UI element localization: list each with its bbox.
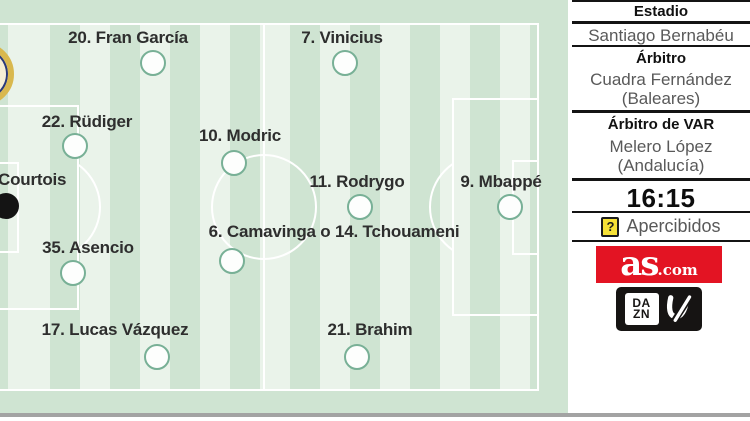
kickoff-time: 16:15: [626, 183, 696, 213]
match-info-sidebar: Estadio Santiago Bernabéu Árbitro Cuadra…: [568, 0, 750, 413]
player-label: 35. Asencio: [42, 238, 134, 257]
player-label: 22. Rüdiger: [41, 112, 133, 131]
divider: [572, 21, 750, 24]
referee-title: Árbitro: [636, 50, 686, 67]
apercibidos-row: ? Apercibidos: [572, 215, 750, 238]
apercibidos-label: Apercibidos: [626, 216, 721, 236]
dazn-logo: DA ZN: [616, 287, 702, 331]
football-pitch: 20. Fran García 7. Vinicius 22. Rüdiger …: [0, 0, 568, 413]
as-com-logo: as .com: [596, 246, 722, 283]
divider: [572, 178, 750, 181]
bottom-border: [0, 413, 750, 417]
player-label: 6. Camavinga o 14. Tchouameni: [208, 222, 460, 241]
divider: [572, 211, 750, 213]
as-logo-suffix: .com: [657, 261, 698, 279]
player-label: 10. Modric: [198, 126, 282, 145]
stadium-name: Santiago Bernabéu: [588, 26, 734, 45]
player-label: 7. Vinicius: [301, 28, 383, 47]
player-marker: [62, 133, 88, 159]
dazn-wordmark: DA ZN: [624, 293, 659, 325]
left-penalty-area: [0, 105, 79, 310]
dazn-line1: DA: [632, 296, 651, 310]
laliga-mark-icon: [666, 294, 693, 324]
player-marker: [332, 50, 358, 76]
var-referee-title: Árbitro de VAR: [607, 116, 715, 133]
divider: [572, 45, 750, 47]
player-marker: [60, 260, 86, 286]
player-marker: [144, 344, 170, 370]
center-circle: [211, 154, 317, 260]
player-marker: [219, 248, 245, 274]
player-marker: [221, 150, 247, 176]
player-label-goalkeeper: Courtois: [0, 170, 67, 189]
pitch-boundary-lines: [0, 23, 539, 391]
divider: [572, 0, 750, 2]
player-marker: [344, 344, 370, 370]
player-label: 17. Lucas Vázquez: [41, 320, 189, 339]
right-penalty-area: [452, 98, 539, 316]
as-logo-word: as: [620, 244, 659, 284]
divider: [572, 110, 750, 113]
player-marker: [497, 194, 523, 220]
divider: [572, 240, 750, 242]
dazn-line2: ZN: [633, 307, 650, 321]
player-label: 11. Rodrygo: [309, 172, 405, 191]
goalkeeper-marker: [0, 193, 19, 219]
stadium-title: Estadio: [633, 3, 689, 20]
player-label: 20. Fran García: [68, 28, 188, 47]
player-marker: [347, 194, 373, 220]
var-referee-name: Melero López: [609, 137, 713, 156]
var-referee-region: (Andalucía): [617, 156, 705, 175]
player-label: 21. Brahim: [327, 320, 413, 339]
yellow-card-question-icon: ?: [601, 216, 620, 237]
player-marker: [140, 50, 166, 76]
player-label: 9. Mbappé: [460, 172, 542, 191]
referee-name: Cuadra Fernández: [590, 70, 732, 89]
referee-region: (Baleares): [621, 89, 701, 108]
